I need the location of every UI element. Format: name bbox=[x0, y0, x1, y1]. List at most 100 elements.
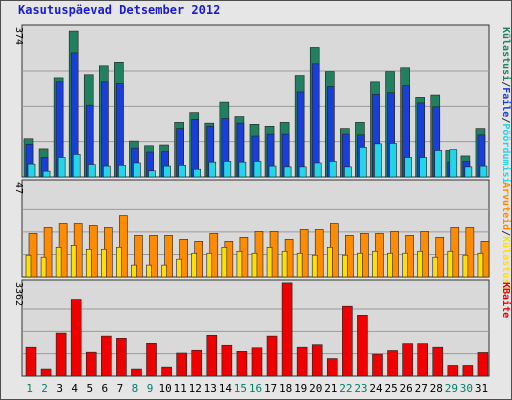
bar-kbytes-day-20 bbox=[311, 344, 323, 377]
bar-kbytes-day-7 bbox=[116, 338, 127, 377]
bar-hosts-day-30 bbox=[465, 227, 475, 278]
ymax-label-top: 374 bbox=[13, 27, 24, 45]
xtick-day-3: 3 bbox=[56, 382, 63, 395]
side-legend-middle: Arvuteid/Külastusi bbox=[500, 182, 512, 290]
bar-files-day-18 bbox=[283, 166, 292, 178]
xtick-day-21: 21 bbox=[324, 382, 337, 395]
bar-visits2-day-30 bbox=[462, 254, 469, 278]
bar-kbytes-day-28 bbox=[432, 346, 444, 377]
side-legend-part: / bbox=[500, 81, 511, 87]
xtick-day-27: 27 bbox=[415, 382, 428, 395]
xtick-day-14: 14 bbox=[219, 382, 233, 395]
bar-kbytes-day-31 bbox=[477, 352, 489, 377]
bar-visits2-day-24 bbox=[372, 250, 378, 278]
bar-visits2-day-27 bbox=[417, 250, 423, 278]
bar-kbytes-day-8 bbox=[131, 368, 142, 377]
bar-visits2-day-31 bbox=[477, 252, 484, 278]
bar-visits2-day-17 bbox=[266, 246, 273, 278]
xtick-day-30: 30 bbox=[460, 382, 473, 395]
bar-files-day-4 bbox=[72, 154, 81, 178]
bar-visits2-day-20 bbox=[311, 254, 318, 278]
bar-kbytes-day-16 bbox=[251, 347, 263, 377]
bar-kbytes-day-6 bbox=[101, 335, 112, 377]
side-legend-part: / bbox=[500, 230, 511, 236]
bar-files-day-14 bbox=[223, 161, 232, 178]
bar-files-day-24 bbox=[374, 143, 382, 178]
side-legend-bottom: KBaite bbox=[500, 282, 512, 318]
bar-kbytes-day-23 bbox=[357, 315, 368, 377]
bar-kbytes-day-18 bbox=[281, 282, 293, 377]
bar-kbytes-day-19 bbox=[296, 346, 308, 377]
bar-files-day-31 bbox=[479, 165, 488, 178]
bar-kbytes-day-17 bbox=[266, 335, 278, 377]
bar-files-day-16 bbox=[253, 161, 262, 178]
bar-visits2-day-8 bbox=[131, 264, 137, 278]
xtick-day-11: 11 bbox=[174, 382, 187, 395]
bar-kbytes-day-21 bbox=[326, 358, 338, 377]
bar-kbytes-day-22 bbox=[342, 305, 353, 377]
bar-visits2-day-3 bbox=[55, 246, 62, 278]
bar-visits2-day-22 bbox=[342, 254, 348, 278]
bar-kbytes-day-25 bbox=[387, 350, 398, 377]
bar-kbytes-day-15 bbox=[236, 351, 248, 377]
xtick-day-29: 29 bbox=[445, 382, 458, 395]
bar-files-day-27 bbox=[419, 157, 427, 178]
bar-files-day-28 bbox=[434, 150, 443, 178]
bar-visits2-day-14 bbox=[221, 246, 228, 278]
xtick-day-18: 18 bbox=[279, 382, 292, 395]
xtick-day-15: 15 bbox=[234, 382, 247, 395]
bar-hosts-day-20 bbox=[314, 229, 324, 278]
bar-hosts-day-7 bbox=[119, 215, 128, 278]
xtick-day-25: 25 bbox=[384, 382, 397, 395]
bar-kbytes-day-11 bbox=[176, 352, 187, 377]
bar-visits2-day-9 bbox=[146, 264, 152, 278]
side-legend-part: Arvuteid bbox=[500, 182, 512, 230]
bar-kbytes-day-14 bbox=[221, 344, 233, 377]
bar-kbytes-day-30 bbox=[462, 365, 474, 377]
bar-visits2-day-23 bbox=[357, 252, 363, 278]
bar-files-day-3 bbox=[57, 157, 66, 178]
bar-kbytes-day-1 bbox=[25, 346, 37, 377]
bar-pages-day-6 bbox=[101, 81, 109, 178]
bar-files-day-9 bbox=[148, 170, 156, 178]
bar-pages-day-19 bbox=[296, 91, 305, 178]
bar-files-day-8 bbox=[133, 162, 141, 178]
bar-files-day-5 bbox=[87, 164, 96, 178]
bar-files-day-17 bbox=[268, 165, 277, 178]
xtick-day-5: 5 bbox=[86, 382, 93, 395]
xtick-day-16: 16 bbox=[249, 382, 262, 395]
bar-hosts-day-11 bbox=[179, 239, 188, 278]
bar-hosts-day-8 bbox=[134, 235, 143, 278]
bar-kbytes-day-29 bbox=[447, 365, 459, 377]
xtick-day-28: 28 bbox=[430, 382, 443, 395]
bar-files-day-20 bbox=[313, 162, 322, 178]
bar-visits2-day-10 bbox=[161, 264, 167, 278]
ymax-label-middle: 47 bbox=[13, 182, 24, 194]
bar-kbytes-day-26 bbox=[402, 343, 413, 377]
bar-visits2-day-29 bbox=[447, 250, 454, 278]
bar-files-day-6 bbox=[103, 165, 111, 178]
bar-kbytes-day-27 bbox=[417, 343, 428, 377]
bar-kbytes-day-9 bbox=[146, 343, 157, 377]
bar-pages-day-7 bbox=[116, 83, 124, 178]
bar-files-day-25 bbox=[389, 143, 397, 178]
bar-kbytes-day-2 bbox=[40, 368, 52, 377]
xtick-day-10: 10 bbox=[158, 382, 171, 395]
bar-visits2-day-26 bbox=[402, 252, 408, 278]
bar-visits2-day-11 bbox=[176, 258, 182, 278]
bar-files-day-23 bbox=[359, 147, 367, 178]
bar-visits2-day-19 bbox=[296, 252, 303, 278]
xtick-day-9: 9 bbox=[147, 382, 154, 395]
bar-visits2-day-4 bbox=[70, 244, 77, 278]
side-legend-top: Külastusi/Faile/Pöördumisi bbox=[500, 27, 512, 184]
xtick-day-31: 31 bbox=[475, 382, 488, 395]
bar-files-day-13 bbox=[208, 161, 217, 178]
xtick-day-8: 8 bbox=[132, 382, 139, 395]
bar-files-day-26 bbox=[404, 157, 412, 178]
side-legend-part: Külastusi bbox=[500, 27, 512, 81]
bar-files-day-15 bbox=[238, 161, 247, 178]
bar-kbytes-day-13 bbox=[206, 334, 218, 377]
side-legend-part: Külastusi bbox=[500, 236, 512, 290]
bar-kbytes-day-5 bbox=[85, 351, 97, 377]
